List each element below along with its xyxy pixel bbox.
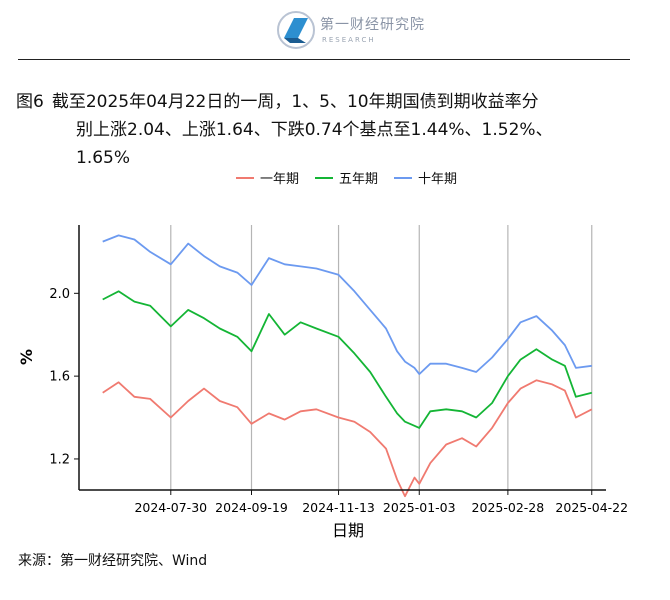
x-tick-label-2024-11-13: 2024-11-13 — [302, 500, 375, 515]
figure-number: 图6 — [16, 92, 44, 112]
legend-item-ten-year: 十年期 — [394, 168, 457, 187]
brand-logo: 第一财经研究院 RESEARCH — [276, 8, 424, 54]
logo-title: 第一财经研究院 — [320, 17, 425, 33]
x-tick-label-2025-01-03: 2025-01-03 — [383, 500, 456, 515]
caption-line-2: 别上涨2.04、上涨1.64、下跌0.74个基点至1.44%、1.52%、 — [76, 120, 553, 140]
source-note: 来源：第一财经研究院、Wind — [18, 553, 208, 569]
caption-line-1: 截至2025年04月22日的一周，1、5、10年期国债到期收益率分 — [51, 92, 539, 112]
header-divider — [18, 59, 630, 60]
figure-caption: 图6 截至2025年04月22日的一周，1、5、10年期国债到期收益率分 别上涨2… — [16, 88, 656, 172]
caption-line-3: 1.65% — [76, 148, 131, 168]
x-tick-label-2024-07-30: 2024-07-30 — [134, 500, 207, 515]
logo-icon — [277, 11, 315, 49]
legend-label-five-year: 五年期 — [339, 172, 379, 187]
y-tick-label-1-2: 1.2 — [49, 452, 70, 467]
legend-label-one-year: 一年期 — [260, 172, 300, 187]
legend-swatch-one-year — [236, 176, 254, 179]
x-tick-label-2025-02-28: 2025-02-28 — [472, 500, 545, 515]
x-tick-label-2024-09-19: 2024-09-19 — [215, 500, 288, 515]
legend-swatch-five-year — [315, 176, 334, 179]
legend-item-one-year: 一年期 — [236, 168, 299, 187]
series-line-ten-year — [102, 234, 592, 376]
series-line-five-year — [102, 290, 593, 429]
y-tick-label-2: 2.0 — [49, 287, 70, 302]
x-tick-label-2025-04-22: 2025-04-22 — [555, 500, 628, 515]
x-axis-label: 日期 — [332, 521, 364, 540]
legend-swatch-ten-year — [394, 176, 413, 179]
series-line-one-year — [102, 379, 593, 498]
chart-legend: 一年期 五年期 十年期 — [236, 168, 457, 187]
legend-label-ten-year: 十年期 — [418, 172, 458, 187]
y-axis-label: % — [17, 349, 36, 365]
y-tick-label-1-6: 1.6 — [49, 370, 70, 385]
legend-item-five-year: 五年期 — [315, 168, 378, 187]
logo-subtitle: RESEARCH — [322, 36, 376, 44]
